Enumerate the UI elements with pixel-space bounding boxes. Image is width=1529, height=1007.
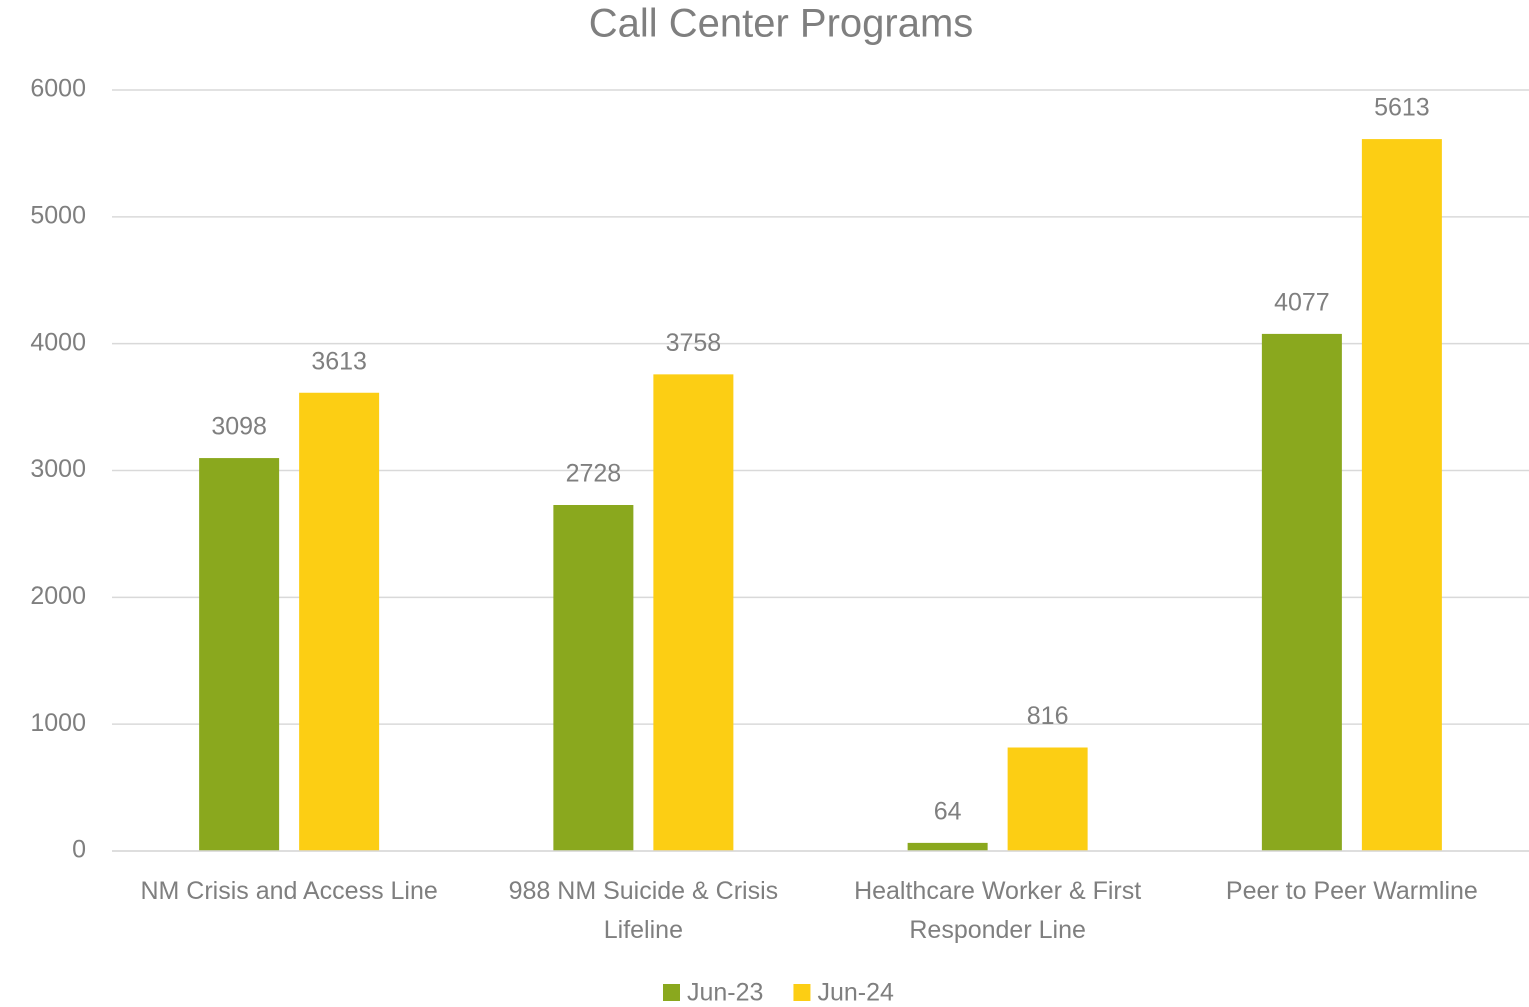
data-label: 64: [934, 797, 962, 825]
bar: [653, 374, 734, 851]
y-tick-label: 4000: [30, 328, 86, 356]
bar: [553, 504, 634, 851]
y-tick-label: 3000: [30, 455, 86, 483]
x-tick-label: Peer to Peer Warmline: [1226, 877, 1478, 905]
y-tick-label: 2000: [30, 582, 86, 610]
legend-swatch: [663, 984, 680, 1001]
x-tick-label: NM Crisis and Access Line: [140, 877, 437, 905]
data-label: 3098: [211, 413, 267, 441]
y-tick-label: 1000: [30, 709, 86, 737]
bar: [299, 392, 380, 851]
legend-label: Jun-23: [687, 979, 763, 1007]
y-tick-label: 0: [72, 836, 86, 864]
bar: [199, 458, 280, 851]
bar: [1261, 333, 1342, 851]
legend-label: Jun-24: [817, 979, 894, 1007]
data-label: 5613: [1374, 94, 1430, 122]
legend-swatch: [793, 984, 811, 1001]
data-label: 4077: [1274, 289, 1330, 317]
bar: [1007, 747, 1088, 851]
x-tick-label: Healthcare Worker & First Responder Line: [854, 877, 1141, 944]
bar: [1361, 139, 1442, 852]
data-label: 816: [1027, 702, 1069, 730]
data-label: 3613: [311, 347, 367, 375]
y-tick-label: 5000: [30, 201, 86, 229]
x-tick-label: 988 NM Suicide & Crisis Lifeline: [509, 877, 779, 944]
bar: [907, 842, 988, 851]
data-label: 3758: [666, 329, 722, 357]
data-label: 2728: [566, 460, 622, 488]
y-tick-label: 6000: [30, 75, 86, 103]
chart-title: Call Center Programs: [589, 2, 974, 46]
